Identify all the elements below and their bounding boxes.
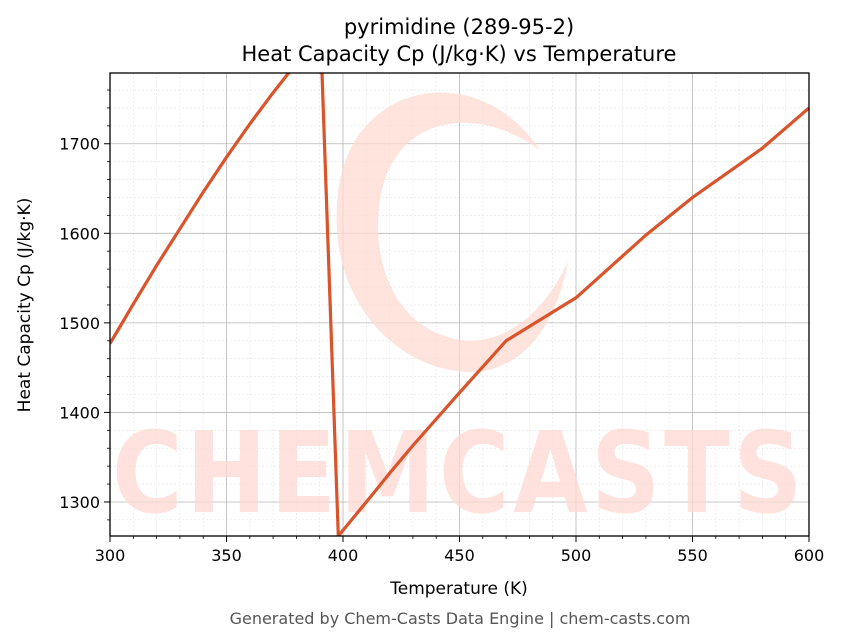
y-tick-label: 1500 xyxy=(59,314,100,333)
x-tick-label: 400 xyxy=(328,546,359,565)
x-axis-label: Temperature (K) xyxy=(389,579,528,599)
y-axis-label: Heat Capacity Cp (J/kg·K) xyxy=(15,198,35,413)
x-tick-label: 600 xyxy=(794,546,825,565)
x-tick-label: 550 xyxy=(677,546,708,565)
y-tick-label: 1600 xyxy=(59,224,100,243)
watermark-c-logo xyxy=(336,92,568,373)
watermark: CHEMCASTS xyxy=(112,92,806,539)
y-axis-ticks: 1300 1400 1500 1600 1700 xyxy=(59,89,110,521)
series-line xyxy=(110,73,809,536)
watermark-text: CHEMCASTS xyxy=(112,409,806,539)
x-tick-label: 500 xyxy=(561,546,592,565)
x-tick-label: 300 xyxy=(95,546,126,565)
y-tick-label: 1400 xyxy=(59,403,100,422)
footer-credit: Generated by Chem-Casts Data Engine | ch… xyxy=(230,609,691,628)
x-tick-label: 350 xyxy=(211,546,242,565)
y-tick-label: 1700 xyxy=(59,135,100,154)
x-tick-label: 450 xyxy=(444,546,475,565)
chart-title-line2: Heat Capacity Cp (J/kg·K) vs Temperature xyxy=(242,42,677,66)
chart-title-line1: pyrimidine (289-95-2) xyxy=(344,15,574,39)
y-tick-label: 1300 xyxy=(59,493,100,512)
x-axis-ticks: 300 350 400 450 500 550 600 xyxy=(95,536,825,565)
